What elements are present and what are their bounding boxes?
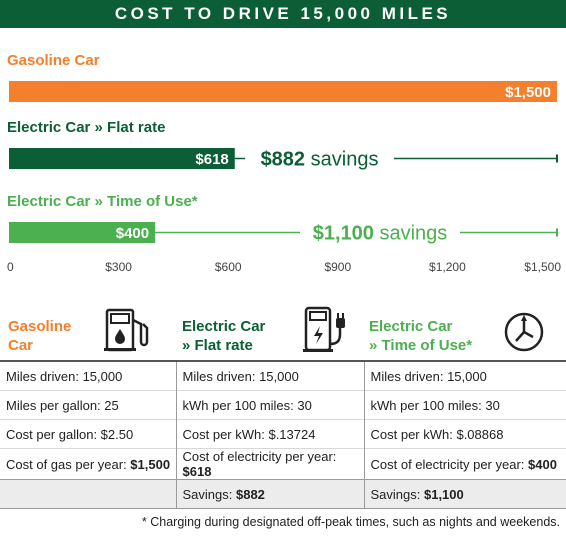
cell-label: Cost per gallon: xyxy=(6,426,101,442)
ev-charger-icon xyxy=(303,306,345,352)
table-cell: Cost of electricity per year: $618 xyxy=(175,448,364,480)
table-cell: Cost per kWh: $.13724 xyxy=(175,419,364,449)
category-label: Electric Car » Flat rate xyxy=(7,119,165,136)
table-row: Cost of gas per year: $1,500 Cost of elec… xyxy=(0,448,566,480)
cell-value: 30 xyxy=(297,397,312,413)
table-cell: Cost of gas per year: $1,500 xyxy=(0,448,176,480)
savings-cell: Savings: $1,100 xyxy=(363,479,566,509)
gasoline-title-line2: Car xyxy=(8,337,34,354)
x-tick-label: 0 xyxy=(7,260,14,274)
table-cell: kWh per 100 miles: 30 xyxy=(175,390,364,420)
bar xyxy=(9,148,235,169)
bar-chart: Gasoline Car $1,500 Electric Car » Flat ra… xyxy=(7,52,561,274)
table-header-flat-rate: Electric Car » Flat rate xyxy=(182,317,265,355)
cell-value: $.08868 xyxy=(456,426,504,442)
table-row: Cost per gallon: $2.50 Cost per kWh: $.13… xyxy=(0,419,566,449)
savings-cell xyxy=(0,479,176,509)
cell-label: Miles driven: xyxy=(182,368,260,384)
chart-title-banner: COST TO DRIVE 15,000 MILES xyxy=(0,0,566,28)
savings-value: $882 xyxy=(235,486,265,502)
savings-cell: Savings: $882 xyxy=(175,479,364,509)
table-cell: kWh per 100 miles: 30 xyxy=(363,390,566,420)
savings-label: Savings: xyxy=(370,486,424,502)
time-of-use-title-line2: » Time of Use* xyxy=(369,337,473,354)
category-label: Electric Car » Time of Use* xyxy=(7,193,198,210)
table-cell: Cost per kWh: $.08868 xyxy=(363,419,566,449)
cell-value: $1,500 xyxy=(130,456,171,472)
cell-value: $618 xyxy=(182,464,212,479)
category-label: Gasoline Car xyxy=(7,52,100,69)
table-cell: Miles driven: 15,000 xyxy=(175,360,364,391)
cell-value: $2.50 xyxy=(100,426,134,442)
x-tick-label: $900 xyxy=(324,260,351,274)
savings-word: savings xyxy=(311,149,379,171)
cell-value: 15,000 xyxy=(82,368,123,384)
table-header-gasoline: Gasoline Car xyxy=(8,317,71,355)
savings-amount: $1,100 xyxy=(313,223,374,245)
x-tick-label: $1,200 xyxy=(429,260,466,274)
x-tick-label: $1,500 xyxy=(524,260,561,274)
gas-pump-icon xyxy=(104,308,149,352)
cell-label: Cost of gas per year: xyxy=(6,456,131,472)
savings-value: $1,100 xyxy=(423,486,464,502)
bar-value-label: $400 xyxy=(116,225,149,242)
bar xyxy=(9,222,156,243)
savings-annotation: $882 savings xyxy=(261,149,379,171)
cell-value: $400 xyxy=(528,456,557,472)
flat-rate-title-line1: Electric Car xyxy=(182,318,266,335)
cell-label: Cost of electricity per year: xyxy=(182,449,337,464)
clock-icon xyxy=(504,312,544,352)
x-tick-label: $300 xyxy=(105,260,132,274)
cell-label: Miles per gallon: xyxy=(6,397,105,413)
time-of-use-title-line1: Electric Car xyxy=(369,318,453,335)
flat-rate-title-line2: » Flat rate xyxy=(182,337,253,354)
x-tick-label: $600 xyxy=(215,260,242,274)
cell-label: kWh per 100 miles: xyxy=(182,397,298,413)
table-row: Miles per gallon: 25 kWh per 100 miles: 3… xyxy=(0,390,566,420)
savings-word: savings xyxy=(379,223,447,245)
cell-value: 15,000 xyxy=(259,368,299,384)
bar xyxy=(9,81,557,102)
table-cell: Cost per gallon: $2.50 xyxy=(0,419,176,449)
cell-value: 25 xyxy=(104,397,119,413)
cell-value: $.13724 xyxy=(268,426,316,442)
table-cell: Miles per gallon: 25 xyxy=(0,390,176,420)
cell-label: kWh per 100 miles: xyxy=(370,397,486,413)
footnote: * Charging during designated off-peak ti… xyxy=(141,515,560,529)
table-cell: Miles driven: 15,000 xyxy=(363,360,566,391)
cell-label: Miles driven: xyxy=(6,368,83,384)
savings-annotation: $1,100 savings xyxy=(313,223,448,245)
savings-label: Savings: xyxy=(182,486,236,502)
savings-amount: $882 xyxy=(261,149,306,171)
table-header-time-of-use: Electric Car » Time of Use* xyxy=(369,317,472,355)
table-cell: Miles driven: 15,000 xyxy=(0,360,176,391)
cell-value: 15,000 xyxy=(447,368,487,384)
savings-row: Savings: $882 Savings: $1,100 xyxy=(0,479,566,509)
cell-label: Cost per kWh: xyxy=(370,426,457,442)
table-row: Miles driven: 15,000 Miles driven: 15,000… xyxy=(0,360,566,391)
table-cell: Cost of electricity per year: $400 xyxy=(363,448,566,480)
cell-value: 30 xyxy=(485,397,500,413)
bar-value-label: $1,500 xyxy=(505,84,551,101)
comparison-table: Miles driven: 15,000 Miles driven: 15,000… xyxy=(0,360,566,509)
cell-label: Cost per kWh: xyxy=(182,426,269,442)
bar-value-label: $618 xyxy=(195,151,228,168)
gasoline-title-line1: Gasoline xyxy=(8,318,72,335)
cell-label: Cost of electricity per year: xyxy=(370,456,528,472)
cell-label: Miles driven: xyxy=(370,368,448,384)
